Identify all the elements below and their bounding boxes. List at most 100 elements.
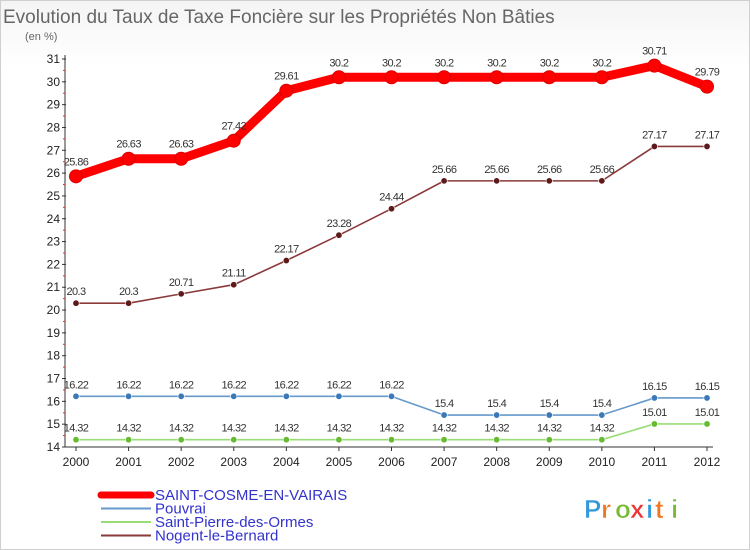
x-tick-label: 2006 — [378, 455, 405, 469]
y-tick-label: 18 — [47, 349, 61, 363]
data-label: 21.11 — [222, 268, 246, 280]
data-point — [282, 257, 290, 265]
data-label: 25.66 — [590, 164, 615, 176]
data-label: 15.4 — [540, 398, 559, 410]
logo-letter: i — [671, 494, 678, 524]
data-label: 14.32 — [379, 423, 404, 435]
data-point — [230, 392, 238, 400]
data-label: 14.32 — [169, 423, 194, 435]
data-point — [282, 392, 290, 400]
data-label: 16.22 — [327, 379, 352, 391]
data-label: 25.86 — [64, 156, 89, 168]
legend-entry: Pouvrai — [155, 501, 206, 518]
data-label: 20.3 — [119, 286, 138, 298]
data-point — [594, 70, 609, 85]
data-label: 30.2 — [592, 57, 611, 69]
y-tick-label: 21 — [47, 280, 61, 294]
legend: SAINT-COSME-EN-VAIRAISPouvraiSaint-Pierr… — [97, 487, 347, 545]
data-label: 15.01 — [642, 407, 667, 419]
data-label: 14.32 — [64, 423, 89, 435]
y-tick-label: 20 — [47, 303, 61, 317]
data-label: 14.32 — [327, 423, 352, 435]
data-point — [545, 411, 553, 419]
data-point — [440, 411, 448, 419]
data-label: 15.01 — [695, 407, 720, 419]
data-label: 27.42 — [221, 121, 246, 133]
x-tick-label: 2010 — [588, 455, 615, 469]
data-point — [387, 436, 395, 444]
data-label: 25.66 — [432, 164, 457, 176]
x-tick-label: 2011 — [642, 455, 668, 469]
data-label: 25.66 — [537, 164, 562, 176]
legend-entry: Saint-Pierre-des-Ormes — [155, 514, 313, 531]
data-label: 20.71 — [169, 277, 194, 289]
x-tick-label: 2001 — [115, 455, 142, 469]
y-tick-label: 16 — [47, 394, 61, 408]
logo-letter: P — [584, 494, 601, 524]
data-point — [125, 299, 133, 307]
logo-letter: r — [601, 494, 611, 524]
legend-entry: SAINT-COSME-EN-VAIRAIS — [155, 487, 347, 504]
data-label: 20.3 — [66, 286, 85, 298]
data-point — [279, 83, 294, 98]
data-label: 29.79 — [695, 67, 720, 79]
data-point — [230, 281, 238, 289]
y-tick-label: 25 — [47, 189, 61, 203]
data-point — [598, 177, 606, 185]
data-label: 16.22 — [379, 379, 404, 391]
data-label: 16.22 — [274, 379, 299, 391]
legend-entry: Nogent-le-Bernard — [155, 528, 278, 545]
y-tick-label: 29 — [47, 98, 61, 112]
unit-label: (en %) — [25, 31, 57, 43]
data-point — [440, 177, 448, 185]
y-tick-label: 17 — [47, 372, 61, 386]
data-label: 14.32 — [116, 423, 141, 435]
y-tick-label: 28 — [47, 120, 61, 134]
x-tick-label: 2003 — [220, 455, 247, 469]
data-label: 16.22 — [116, 379, 141, 391]
data-point — [703, 142, 711, 150]
data-point — [700, 79, 714, 94]
data-point — [121, 151, 136, 166]
data-point — [72, 392, 80, 400]
data-point — [174, 151, 189, 166]
data-label: 16.15 — [695, 381, 720, 393]
data-label: 30.2 — [382, 57, 401, 69]
data-point — [489, 70, 504, 85]
data-label: 25.66 — [484, 164, 509, 176]
data-point — [542, 70, 557, 85]
axes: 14 15 16 17 18 19 20 21 22 23 24 25 26 27 28 29 30 31 2000… — [47, 52, 721, 469]
y-tick-label: 23 — [47, 235, 61, 249]
x-tick-label: 2007 — [431, 455, 458, 469]
data-label: 14.32 — [537, 423, 562, 435]
data-label: 30.2 — [329, 57, 348, 69]
logo-letter: t — [655, 494, 664, 524]
data-point — [335, 231, 343, 239]
y-tick-label: 31 — [47, 52, 61, 66]
logo-letter: i — [646, 494, 653, 524]
data-point — [387, 392, 395, 400]
y-tick-label: 14 — [47, 440, 61, 454]
data-label: 15.4 — [435, 398, 454, 410]
y-tick-label: 24 — [47, 212, 61, 226]
data-label: 14.32 — [274, 423, 299, 435]
data-point — [437, 70, 452, 85]
data-label: 26.63 — [169, 139, 194, 151]
data-label: 22.17 — [274, 244, 299, 256]
data-label: 14.32 — [590, 423, 615, 435]
data-point — [647, 58, 662, 73]
data-point — [177, 436, 185, 444]
data-label: 16.22 — [64, 379, 89, 391]
data-label: 29.61 — [274, 71, 299, 83]
data-point — [69, 169, 83, 184]
data-label: 16.15 — [642, 381, 667, 393]
data-labels: 20.3 20.3 20.71 21.11 22.17 23.28 24.44 25.66 25… — [64, 46, 721, 435]
data-label: 27.17 — [642, 129, 667, 141]
data-label: 30.2 — [487, 57, 506, 69]
data-label: 24.44 — [379, 192, 404, 204]
x-tick-label: 2005 — [326, 455, 353, 469]
data-label: 30.2 — [540, 57, 559, 69]
